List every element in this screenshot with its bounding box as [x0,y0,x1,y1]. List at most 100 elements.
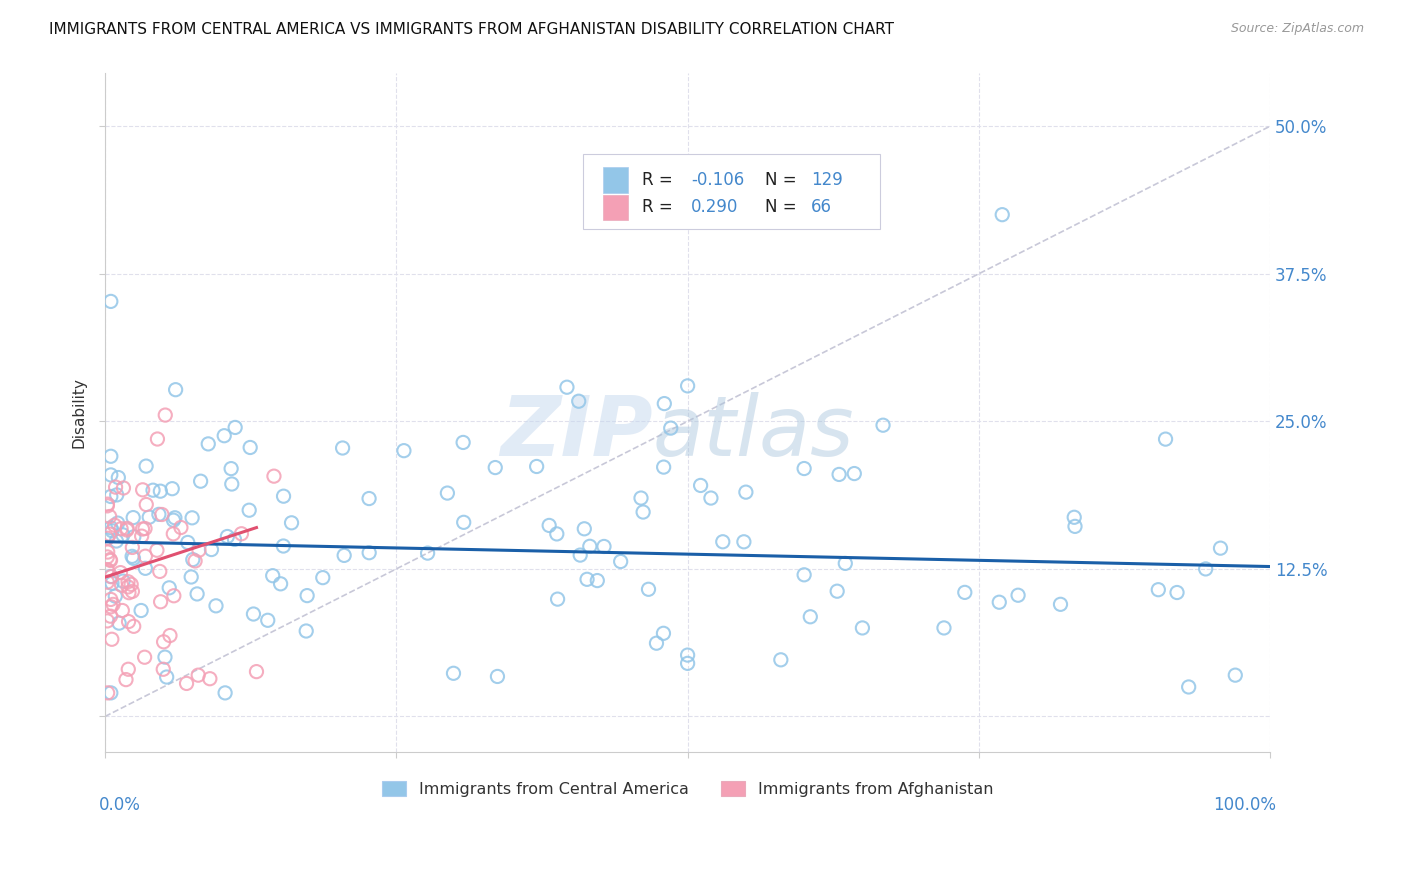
Point [280,516,302,530]
Text: N =: N = [765,198,807,217]
Point [273,489,295,503]
Point [122,510,145,524]
Point [200,542,222,557]
Point [96,575,118,590]
Point [180,570,202,584]
Point [115,521,138,535]
Point [630,491,652,505]
Point [120,577,142,591]
Point [186,587,208,601]
Point [586,574,609,588]
Point [484,460,506,475]
Point [111,603,134,617]
Point [96,497,118,511]
Point [131,529,153,543]
Point [122,619,145,633]
Point [451,435,474,450]
Point [295,589,318,603]
Text: 129: 129 [811,171,842,189]
Point [104,518,127,533]
Point [359,546,381,560]
Point [1064,519,1087,533]
Point [546,527,568,541]
Point [100,609,122,624]
Point [100,569,122,583]
Point [100,592,122,607]
Point [142,483,165,498]
Point [1063,510,1085,524]
Point [122,551,145,566]
Point [100,450,122,464]
FancyBboxPatch shape [582,154,880,229]
Point [100,490,122,504]
Point [149,595,172,609]
Point [131,522,153,536]
Point [1177,680,1199,694]
Point [239,441,262,455]
Point [100,467,122,482]
Text: R =: R = [643,171,678,189]
Point [676,648,699,662]
Point [134,549,156,564]
Point [238,503,260,517]
Point [851,621,873,635]
Point [609,554,631,568]
Point [105,488,128,502]
Point [733,534,755,549]
Point [162,513,184,527]
Point [555,380,578,394]
Point [1049,597,1071,611]
Text: 100.0%: 100.0% [1213,796,1277,814]
Point [163,510,186,524]
Point [117,615,139,629]
Point [652,626,675,640]
Point [157,581,180,595]
Point [359,491,381,506]
Point [436,486,458,500]
Point [242,607,264,621]
Point [134,561,156,575]
Point [652,460,675,475]
Point [100,553,122,567]
Point [97,545,120,559]
Point [416,546,439,560]
Point [149,484,172,499]
Point [547,592,569,607]
Point [112,481,135,495]
Point [1007,588,1029,602]
Point [526,459,548,474]
Point [96,614,118,628]
Point [793,461,815,475]
Point [486,669,509,683]
Point [100,686,122,700]
Point [105,534,128,549]
Point [872,418,894,433]
Point [107,470,129,484]
Point [1154,432,1177,446]
Point [122,530,145,544]
Point [135,459,157,474]
Point [110,566,132,580]
Point [131,483,153,497]
Point [100,521,122,535]
Point [134,650,156,665]
Point [392,443,415,458]
Point [273,539,295,553]
Point [1209,541,1232,556]
Point [652,396,675,410]
Point [700,491,723,505]
Point [148,508,170,522]
Point [988,595,1011,609]
Text: 0.290: 0.290 [692,198,738,217]
Point [152,635,174,649]
Point [212,428,235,442]
Point [184,554,207,568]
Point [100,569,122,583]
Point [176,676,198,690]
Point [152,662,174,676]
Point [163,589,186,603]
Point [115,523,138,537]
Point [155,408,177,422]
Point [1195,562,1218,576]
Point [205,599,228,613]
